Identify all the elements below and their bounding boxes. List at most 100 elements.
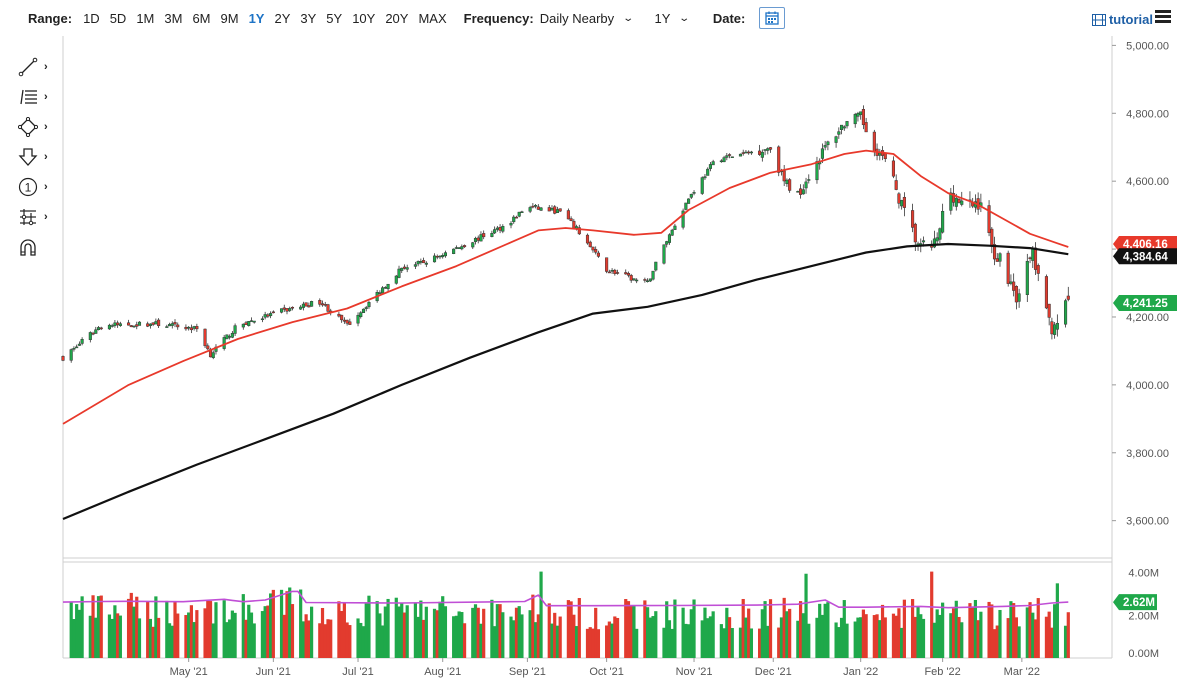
candle-body bbox=[911, 210, 915, 228]
volume-bar bbox=[381, 625, 385, 658]
volume-bar bbox=[1025, 607, 1029, 658]
candle-body bbox=[364, 307, 368, 309]
candle-body bbox=[1047, 303, 1051, 318]
arrow-tool[interactable]: › bbox=[18, 142, 58, 172]
volume-bar bbox=[992, 629, 997, 658]
volume-bar bbox=[574, 626, 579, 658]
volume-bar bbox=[818, 603, 822, 658]
tutorial-label: tutorial bbox=[1108, 12, 1153, 27]
volume-bar bbox=[902, 599, 906, 658]
volume-bar bbox=[973, 599, 978, 658]
price-tick-label: 5,000.00 bbox=[1126, 40, 1169, 52]
candle-body bbox=[815, 161, 819, 181]
volume-bar bbox=[684, 623, 688, 658]
volume-bar bbox=[473, 604, 478, 658]
candle-body bbox=[247, 321, 251, 326]
range-button-6m[interactable]: 6M bbox=[192, 10, 211, 26]
volume-bar bbox=[441, 596, 445, 658]
toolbar: Range: 1D 5D 1M 3M 6M 9M 1Y 2Y 3Y 5Y 10Y 20Y MAX Fre… bbox=[0, 0, 1181, 36]
range-button-1m[interactable]: 1M bbox=[136, 10, 155, 26]
volume-bar bbox=[692, 599, 696, 658]
chevron-right-icon: › bbox=[44, 211, 48, 223]
volume-bar bbox=[1014, 617, 1018, 658]
candle-body bbox=[954, 197, 958, 207]
candle-body bbox=[610, 270, 614, 272]
candle-body bbox=[823, 145, 827, 148]
fib-tool[interactable]: › bbox=[18, 82, 58, 112]
volume-bar bbox=[779, 617, 784, 658]
candle-body bbox=[987, 205, 991, 233]
candle-body bbox=[228, 336, 232, 338]
volume-bar bbox=[383, 606, 387, 658]
range-button-1d[interactable]: 1D bbox=[83, 10, 100, 26]
candle-body bbox=[643, 279, 647, 281]
volume-bar bbox=[318, 623, 322, 658]
candle-body bbox=[397, 268, 401, 278]
candle-body bbox=[137, 321, 142, 326]
candle-body bbox=[75, 346, 79, 349]
calendar-button[interactable] bbox=[759, 7, 786, 29]
range-button-5d[interactable]: 5D bbox=[109, 10, 127, 26]
candle-body bbox=[288, 308, 292, 311]
volume-bar bbox=[482, 608, 486, 658]
range-button-3y[interactable]: 3Y bbox=[300, 10, 317, 26]
volume-bar bbox=[1012, 603, 1016, 658]
magnet-tool[interactable] bbox=[18, 232, 58, 262]
range-button-3m[interactable]: 3M bbox=[164, 10, 183, 26]
range-button-9m[interactable]: 9M bbox=[220, 10, 239, 26]
volume-bar bbox=[94, 617, 98, 658]
volume-bar bbox=[490, 599, 494, 658]
candle-body bbox=[157, 319, 161, 327]
hamburger-menu-icon[interactable] bbox=[1155, 10, 1171, 24]
tutorial-link[interactable]: tutorial bbox=[1091, 12, 1153, 27]
line-tool[interactable]: › bbox=[18, 52, 58, 82]
range-button-5y[interactable]: 5Y bbox=[326, 10, 343, 26]
price-chart[interactable]: 3,600.003,800.004,000.004,200.004,400.00… bbox=[0, 36, 1181, 697]
volume-bar bbox=[165, 600, 169, 658]
pattern-tool[interactable]: › bbox=[18, 202, 58, 232]
period-dropdown[interactable]: 1Y ⌄ bbox=[655, 11, 691, 26]
range-button-2y[interactable]: 2Y bbox=[274, 10, 291, 26]
volume-bar bbox=[528, 610, 532, 658]
range-button-1y[interactable]: 1Y bbox=[248, 10, 265, 26]
candle-body bbox=[861, 109, 865, 126]
volume-bar bbox=[132, 606, 136, 658]
number-tool[interactable]: 1 › bbox=[18, 172, 58, 202]
candle-body bbox=[536, 206, 540, 210]
time-tick-label: Jan '22 bbox=[843, 666, 878, 678]
time-tick-label: May '21 bbox=[170, 666, 208, 678]
candle-body bbox=[708, 164, 712, 169]
candle-body bbox=[1014, 286, 1018, 303]
volume-bar bbox=[951, 608, 956, 658]
candle-body bbox=[864, 122, 868, 133]
time-tick-label: Sep '21 bbox=[509, 666, 546, 678]
range-button-max[interactable]: MAX bbox=[418, 10, 447, 26]
volume-bar bbox=[501, 612, 505, 658]
candle-body bbox=[897, 193, 901, 204]
volume-bar bbox=[432, 608, 437, 658]
volume-bar bbox=[1050, 627, 1054, 658]
candle-body bbox=[763, 149, 767, 151]
range-button-20y[interactable]: 20Y bbox=[385, 10, 409, 26]
candle-body bbox=[558, 208, 562, 212]
candle-body bbox=[244, 322, 248, 325]
candle-body bbox=[935, 237, 939, 242]
time-tick-label: Dec '21 bbox=[755, 666, 792, 678]
candle-body bbox=[626, 273, 631, 276]
candle-body bbox=[550, 207, 554, 211]
candle-body bbox=[249, 320, 254, 322]
candle-body bbox=[61, 356, 65, 361]
shape-tool[interactable]: › bbox=[18, 112, 58, 142]
chevron-right-icon: › bbox=[44, 121, 48, 133]
candle-body bbox=[758, 150, 762, 155]
candle-body bbox=[187, 326, 191, 329]
volume-bar bbox=[495, 604, 499, 658]
range-button-10y[interactable]: 10Y bbox=[352, 10, 376, 26]
frequency-dropdown[interactable]: Daily Nearby ⌄ bbox=[540, 11, 634, 26]
volume-bar bbox=[632, 605, 636, 658]
volume-bar bbox=[629, 605, 633, 658]
volume-bar bbox=[643, 600, 647, 658]
candle-body bbox=[520, 211, 524, 213]
volume-bar bbox=[1053, 604, 1057, 658]
candle-body bbox=[495, 227, 499, 230]
